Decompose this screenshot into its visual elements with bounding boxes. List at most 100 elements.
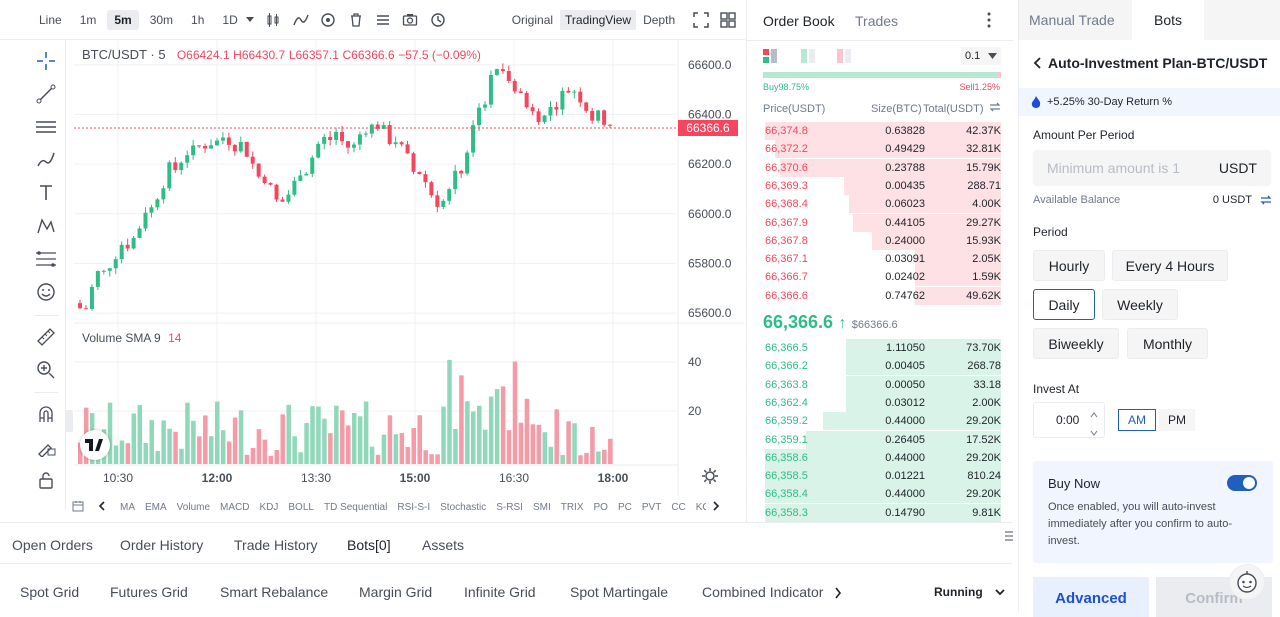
calendar-icon[interactable] xyxy=(72,500,84,515)
bid-row[interactable]: 66,362.4 0.03012 2.00K xyxy=(763,393,1001,412)
unlock-icon[interactable] xyxy=(34,468,58,492)
indicator-pvt[interactable]: PVT xyxy=(641,501,662,513)
indicator-ma[interactable]: MA xyxy=(120,501,135,513)
ask-row[interactable]: 66,366.6 0.74762 49.62K xyxy=(763,286,1001,305)
bid-row[interactable]: 66,358.6 0.44000 29.20K xyxy=(763,448,1001,467)
timeframe-1d[interactable]: 1D xyxy=(222,12,238,27)
trash-icon[interactable] xyxy=(345,9,366,31)
invest-time-stepper[interactable]: 0:00 xyxy=(1033,402,1105,438)
ask-row[interactable]: 66,374.8 0.63828 42.37K xyxy=(763,122,1001,140)
chevron-down-icon[interactable] xyxy=(243,9,257,31)
zoom-in-icon[interactable] xyxy=(34,358,58,382)
candle-type-icon[interactable] xyxy=(262,9,283,31)
subtab-margin-grid[interactable]: Margin Grid xyxy=(359,584,433,600)
tab-open-orders[interactable]: Open Orders xyxy=(12,537,93,553)
transfer-icon[interactable] xyxy=(1260,194,1272,209)
subtab-futures-grid[interactable]: Futures Grid xyxy=(110,584,188,600)
lock-drawing-icon[interactable] xyxy=(34,435,58,459)
timeframe-30m[interactable]: 30m xyxy=(149,12,174,27)
stepper-up-icon[interactable] xyxy=(1090,407,1098,421)
trendline-icon[interactable] xyxy=(34,82,58,106)
timeframe-5m[interactable]: 5m xyxy=(107,9,139,30)
settings-icon[interactable] xyxy=(317,9,338,31)
bid-row[interactable]: 66,366.2 0.00405 268.78 xyxy=(763,357,1001,376)
back-title[interactable]: Auto-Investment Plan-BTC/USDT xyxy=(1033,55,1267,71)
subtab-chevron-right-icon[interactable] xyxy=(834,587,842,602)
ask-row[interactable]: 66,367.8 0.24000 15.93K xyxy=(763,231,1001,250)
support-bot-icon[interactable] xyxy=(1229,564,1265,600)
emoji-icon[interactable] xyxy=(34,280,58,304)
bid-row[interactable]: 66,358.4 0.44000 29.20K xyxy=(763,485,1001,504)
chart-settings-icon[interactable] xyxy=(702,468,718,487)
indicators-icon[interactable] xyxy=(290,9,311,31)
indicator-smi[interactable]: SMI xyxy=(532,501,551,513)
price-chart[interactable]: 66600.0 66400.0 66200.0 66000.0 65800.0 65600… xyxy=(66,40,745,520)
tab-trade-history[interactable]: Trade History xyxy=(234,537,318,553)
replay-icon[interactable] xyxy=(427,9,448,31)
ask-row[interactable]: 66,372.2 0.49429 32.81K xyxy=(763,140,1001,159)
both-sides-icon[interactable] xyxy=(763,49,777,66)
bid-row[interactable]: 66,358.5 0.01221 810.24 xyxy=(763,467,1001,486)
tab-assets[interactable]: Assets xyxy=(422,537,465,553)
indicator-ema[interactable]: EMA xyxy=(145,501,167,513)
period-monthly[interactable]: Monthly xyxy=(1127,328,1208,359)
tab-bots[interactable]: Bots xyxy=(1132,0,1204,40)
bid-row[interactable]: 66,358.3 0.14790 9.81K xyxy=(763,503,1001,522)
indicator-rsi[interactable]: RSI-S-I xyxy=(397,501,431,513)
period-biweekly[interactable]: Biweekly xyxy=(1033,328,1119,359)
camera-icon[interactable] xyxy=(400,9,421,31)
tab-bots-list[interactable]: Bots[0] xyxy=(347,537,391,553)
chart-canvas[interactable]: 66600.0 66400.0 66200.0 66000.0 65800.0 65600… xyxy=(66,40,745,496)
chevron-left-icon[interactable] xyxy=(98,500,106,514)
fib-icon[interactable] xyxy=(34,247,58,271)
more-options-icon[interactable] xyxy=(987,12,991,31)
ask-row[interactable]: 66,368.4 0.06023 4.00K xyxy=(763,195,1001,214)
subtab-infinite-grid[interactable]: Infinite Grid xyxy=(464,584,536,600)
indicator-po[interactable]: PO xyxy=(593,501,608,513)
indicator-boll[interactable]: BOLL xyxy=(288,501,314,513)
brush-icon[interactable] xyxy=(34,148,58,172)
indicator-srsi[interactable]: S-RSI xyxy=(496,501,523,513)
status-select[interactable]: Running xyxy=(934,585,1005,599)
ask-row[interactable]: 66,369.3 0.00435 288.71 xyxy=(763,176,1001,195)
timeframe-1m[interactable]: 1m xyxy=(79,12,97,27)
advanced-button[interactable]: Advanced xyxy=(1033,577,1149,617)
bid-row[interactable]: 66,359.1 0.26405 17.52K xyxy=(763,430,1001,449)
text-icon[interactable] xyxy=(34,181,58,205)
am-button[interactable]: AM xyxy=(1118,409,1156,431)
tab-manual-trade[interactable]: Manual Trade xyxy=(1019,0,1132,40)
tab-order-book[interactable]: Order Book xyxy=(763,13,835,29)
precision-select[interactable]: 0.1 xyxy=(961,47,1001,65)
view-depth[interactable]: Depth xyxy=(643,12,676,27)
indicator-pc[interactable]: PC xyxy=(617,501,632,513)
stepper-down-icon[interactable] xyxy=(1090,425,1098,439)
indicator-macd[interactable]: MACD xyxy=(220,501,250,513)
period-daily[interactable]: Daily xyxy=(1033,289,1095,320)
view-original[interactable]: Original xyxy=(511,12,554,27)
list-icon[interactable] xyxy=(372,9,393,31)
subtab-spot-martingale[interactable]: Spot Martingale xyxy=(570,584,669,600)
tab-trades[interactable]: Trades xyxy=(855,13,899,29)
view-tradingview[interactable]: TradingView xyxy=(560,9,637,30)
bid-row[interactable]: 66,366.5 1.11050 73.70K xyxy=(763,339,1001,357)
indicator-kc[interactable]: KC xyxy=(695,501,706,513)
indicator-stochastic[interactable]: Stochastic xyxy=(440,501,487,513)
indicator-trix[interactable]: TRIX xyxy=(560,501,584,513)
buy-now-toggle[interactable] xyxy=(1227,475,1257,491)
timeframe-1h[interactable]: 1h xyxy=(191,12,205,27)
amount-field[interactable]: Minimum amount is 1 USDT xyxy=(1033,150,1271,186)
ask-row[interactable]: 66,367.1 0.03091 2.05K xyxy=(763,250,1001,269)
chevron-right-icon[interactable] xyxy=(712,500,720,514)
layout-grid-icon[interactable] xyxy=(718,9,739,31)
indicator-kdj[interactable]: KDJ xyxy=(259,501,279,513)
bid-row[interactable]: 66,359.2 0.44000 29.20K xyxy=(763,412,1001,431)
pm-button[interactable]: PM xyxy=(1159,409,1195,431)
ruler-icon[interactable] xyxy=(34,325,58,349)
subtab-combined-indicator[interactable]: Combined Indicator xyxy=(702,584,824,600)
period-weekly[interactable]: Weekly xyxy=(1102,289,1178,320)
timeframe-line[interactable]: Line xyxy=(39,12,62,27)
crosshair-icon[interactable] xyxy=(34,49,58,73)
ask-row[interactable]: 66,367.9 0.44105 29.27K xyxy=(763,213,1001,232)
period-hourly[interactable]: Hourly xyxy=(1033,250,1105,281)
asks-only-icon[interactable] xyxy=(837,49,851,66)
